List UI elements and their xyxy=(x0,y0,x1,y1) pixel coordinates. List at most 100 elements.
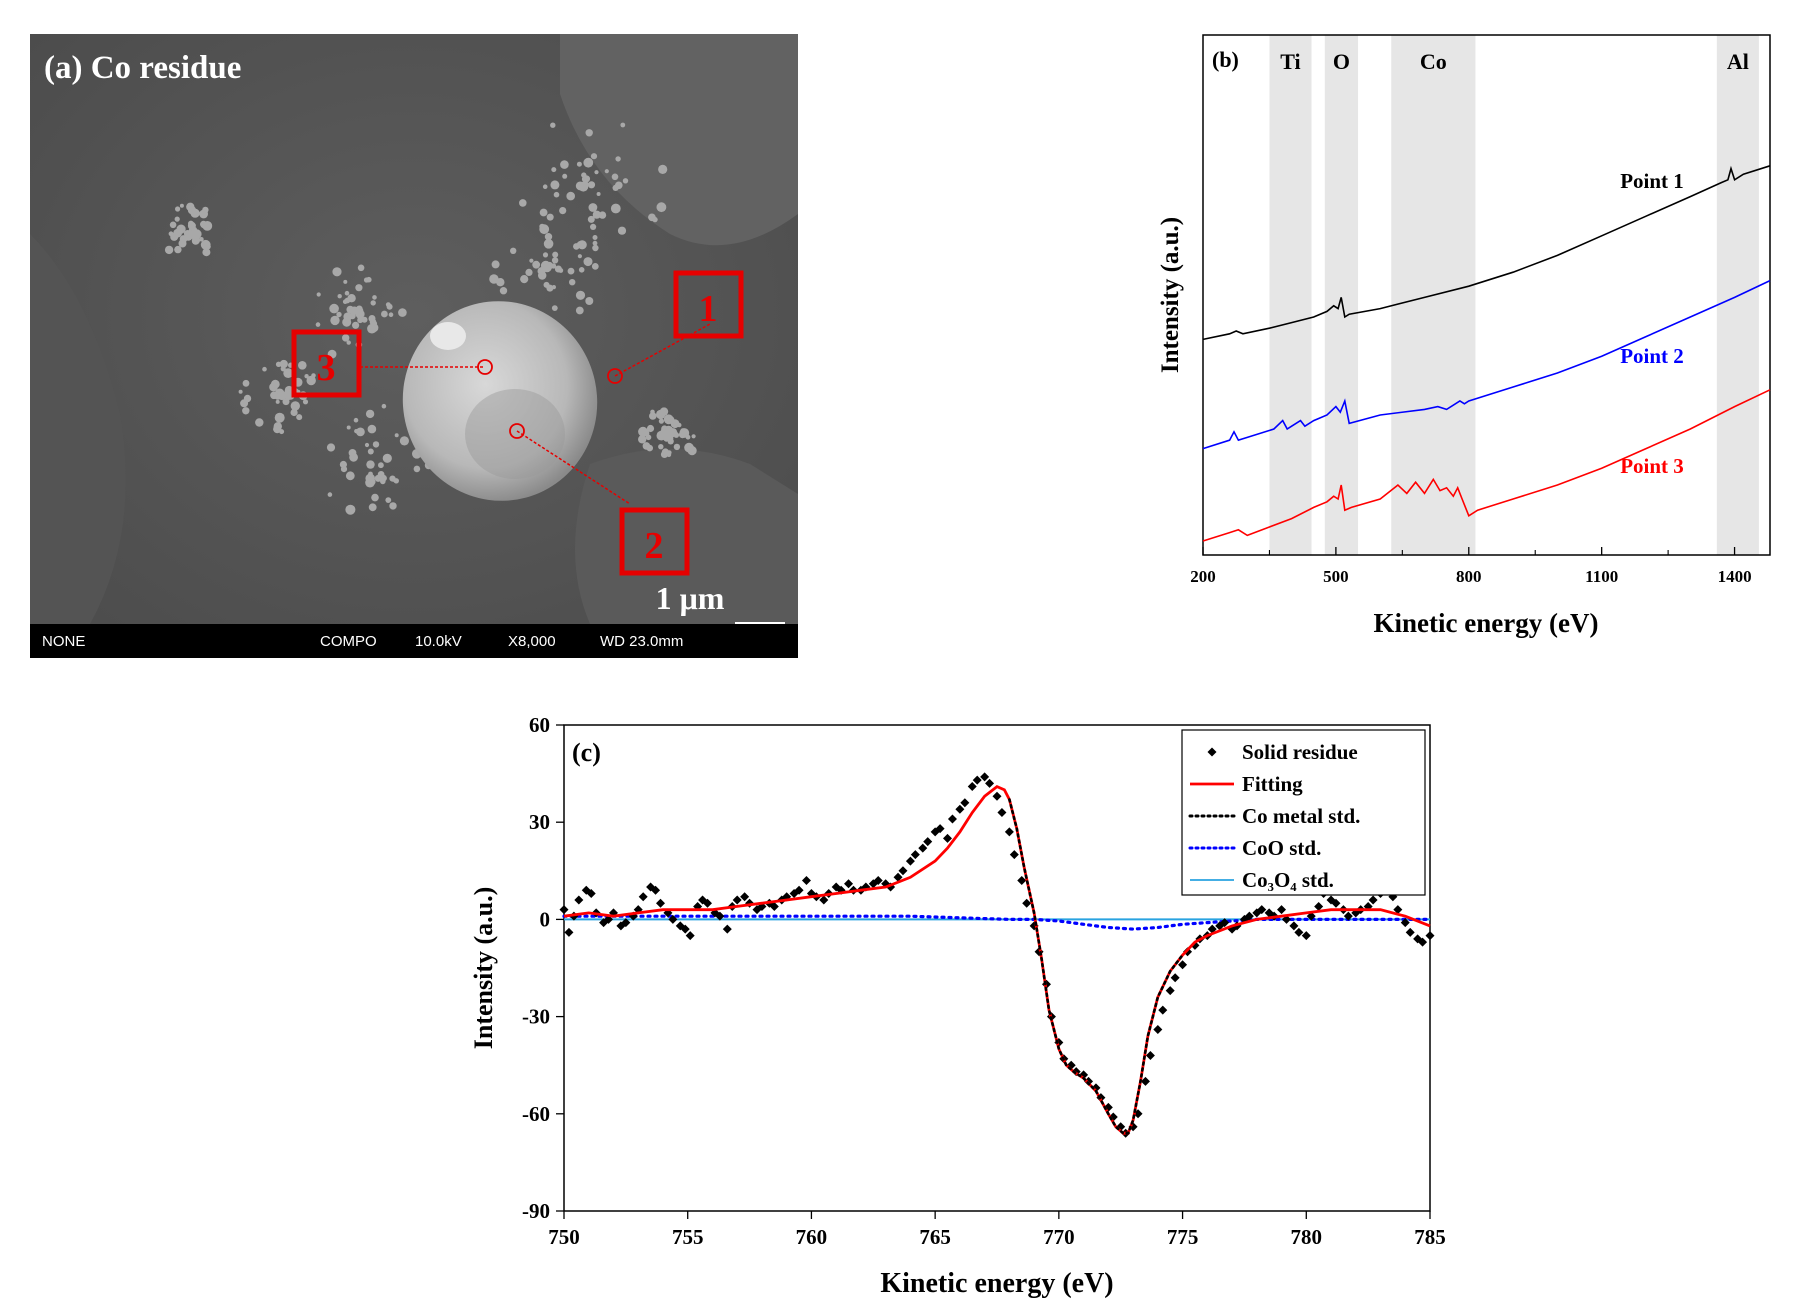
solid-residue-point xyxy=(1079,1070,1089,1080)
solid-residue-point xyxy=(1220,918,1230,928)
solid-residue-point xyxy=(559,905,569,915)
sem-nanoparticle xyxy=(240,399,249,408)
sem-nanoparticle xyxy=(378,462,384,469)
sem-nanoparticle xyxy=(269,382,278,392)
sem-nanoparticle xyxy=(346,340,351,345)
solid-residue-point xyxy=(769,901,779,911)
legend-label: Solid residue xyxy=(1242,740,1358,764)
sem-nanoparticle xyxy=(345,471,355,481)
sem-working-distance: WD 23.0mm xyxy=(600,633,684,650)
point-1-circle xyxy=(607,368,623,384)
sem-nanoparticle xyxy=(381,403,387,409)
region-label-co: Co xyxy=(1420,49,1447,74)
solid-residue-point xyxy=(1425,931,1435,941)
sem-nanoparticle xyxy=(275,361,282,367)
sem-nanoparticle xyxy=(355,284,363,292)
sem-nanoparticle xyxy=(525,268,533,276)
sem-nanoparticle xyxy=(588,203,598,212)
sem-nanoparticle xyxy=(542,252,549,258)
spectrum-line-point-1 xyxy=(1202,165,1771,341)
sem-nanoparticle xyxy=(304,374,309,379)
point-2-circle xyxy=(509,423,525,439)
sem-nanoparticle xyxy=(370,300,376,306)
sem-nanoparticle xyxy=(372,295,377,300)
plot-b-frame xyxy=(1202,34,1771,556)
sem-nanoparticle xyxy=(302,399,309,405)
sem-nanoparticle xyxy=(290,401,300,411)
y-tick-label-c: 0 xyxy=(540,907,551,931)
solid-residue-point xyxy=(1393,905,1403,915)
sem-nanoparticle xyxy=(345,504,356,515)
sem-nanoparticle xyxy=(346,305,355,314)
point-3-box xyxy=(291,329,362,398)
solid-residue-point xyxy=(1158,1005,1168,1015)
solid-residue-point xyxy=(1257,905,1267,915)
x-tick-label-c: 765 xyxy=(919,1225,951,1249)
coo-std-line xyxy=(562,914,1432,931)
solid-residue-point xyxy=(638,892,648,902)
solid-residue-point xyxy=(1368,895,1378,905)
solid-residue-point xyxy=(703,898,713,908)
sem-nanoparticle xyxy=(336,311,342,318)
sem-nanoparticle xyxy=(399,436,409,446)
sem-nanoparticle xyxy=(638,426,648,437)
sem-nanoparticle xyxy=(306,375,316,386)
sem-nanoparticle xyxy=(277,391,287,401)
x-tick-label-c: 755 xyxy=(672,1225,704,1249)
element-regions: Ti O Co Al xyxy=(1269,35,1759,555)
x-tick-label-c: 780 xyxy=(1291,1225,1323,1249)
solid-residue-point xyxy=(1103,1102,1113,1112)
sem-nanoparticle xyxy=(367,323,377,334)
sem-nanoparticle xyxy=(368,503,377,512)
sem-nanoparticle xyxy=(576,241,584,248)
co-fit-chart: (c) 60 30 0 -30 -60 -90 750 755 760 765 770 775 780… xyxy=(460,710,1450,1310)
spectrum-label-point-2: Point 2 xyxy=(1620,344,1684,368)
solid-residue-point xyxy=(1294,927,1304,937)
sem-nanoparticle xyxy=(575,306,584,315)
solid-residue-point xyxy=(893,872,903,882)
sem-nanoparticle xyxy=(296,414,303,421)
sem-nanoparticle xyxy=(550,122,556,128)
sem-nanoparticle xyxy=(664,427,674,438)
sem-nanoparticle xyxy=(666,435,674,442)
solid-residue-point xyxy=(1314,901,1324,911)
spectrum-line-point-2 xyxy=(1202,279,1771,450)
sem-nanoparticle xyxy=(174,216,180,222)
sem-nanoparticle xyxy=(581,181,589,188)
sem-nanoparticle xyxy=(569,279,576,286)
sem-nanoparticle xyxy=(585,129,593,137)
sem-nanoparticle xyxy=(329,303,339,314)
sem-nanoparticle xyxy=(290,408,298,417)
sem-nanoparticle xyxy=(273,425,282,434)
solid-residue-point xyxy=(675,921,685,931)
sem-nanoparticle xyxy=(592,240,598,246)
region-label-al: Al xyxy=(1727,49,1749,74)
solid-residue-point xyxy=(586,888,596,898)
solid-residue-point xyxy=(1413,934,1423,944)
sem-nanoparticle xyxy=(178,239,187,248)
sem-nanoparticle xyxy=(169,221,177,229)
sem-nanoparticle xyxy=(585,297,594,305)
spectra-series: Point 1 Point 2 Point 3 xyxy=(1202,165,1771,542)
sem-info-bar: NONE COMPO 10.0kV X8,000 WD 23.0mm xyxy=(30,624,798,658)
sem-nanoparticle xyxy=(330,315,340,326)
panel-c-label: (c) xyxy=(572,738,601,767)
leader-line-1 xyxy=(614,323,711,377)
panel-a-title: (a) Co residue xyxy=(44,50,241,86)
sem-nanoparticle xyxy=(559,207,567,215)
solid-residue-point xyxy=(873,876,883,886)
solid-residue-point xyxy=(967,782,977,792)
sem-nanoparticle xyxy=(499,287,508,295)
sem-nanoparticle xyxy=(175,206,181,212)
sem-nanoparticle xyxy=(552,251,559,258)
sem-nanoparticle xyxy=(389,502,397,510)
sem-nanoparticle xyxy=(340,466,348,473)
panel-b-label: (b) xyxy=(1212,47,1239,72)
sem-nanoparticle xyxy=(611,173,619,181)
solid-residue-point xyxy=(668,914,678,924)
solid-residue-point xyxy=(1252,908,1262,918)
solid-residue-point xyxy=(1418,937,1428,947)
point-3-label: 3 xyxy=(317,347,336,389)
sem-nanoparticle xyxy=(164,245,174,255)
sem-nanoparticle xyxy=(567,267,575,275)
